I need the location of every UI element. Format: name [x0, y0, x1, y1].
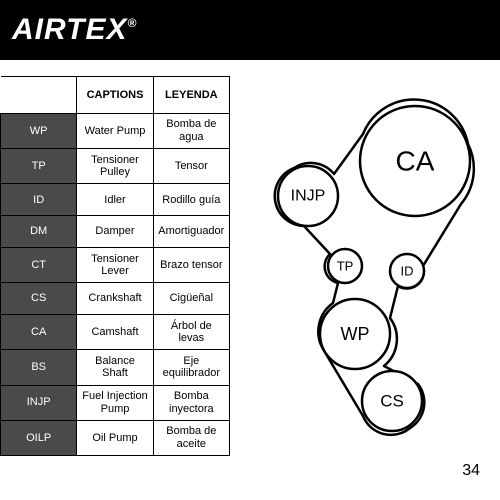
table-row: CTTensioner LeverBrazo tensor: [1, 248, 230, 283]
table-row: WPWater PumpBomba de agua: [1, 114, 230, 149]
code-cell: TP: [1, 149, 77, 184]
pulley-label-cs: CS: [380, 392, 404, 411]
table-row: DMDamperAmortiguador: [1, 216, 230, 248]
table-row: CSCrankshaftCigüeñal: [1, 283, 230, 315]
brand-name: AIRTEX: [12, 13, 127, 46]
pulley-label-ca: CA: [396, 146, 435, 177]
caption-es: Cigüeñal: [153, 283, 229, 315]
header-leyenda: LEYENDA: [153, 77, 229, 114]
caption-en: Water Pump: [77, 114, 153, 149]
caption-en: Damper: [77, 216, 153, 248]
code-cell: ID: [1, 184, 77, 216]
caption-es: Bomba de agua: [153, 114, 229, 149]
header-blank: [1, 77, 77, 114]
code-cell: CT: [1, 248, 77, 283]
table-row: BSBalance ShaftEje equilibrador: [1, 350, 230, 385]
caption-es: Árbol de levas: [153, 315, 229, 350]
caption-es: Eje equilibrador: [153, 350, 229, 385]
caption-es: Bomba de aceite: [153, 420, 229, 455]
caption-es: Amortiguador: [153, 216, 229, 248]
belt-diagram: CA INJP TP ID WP CS: [230, 76, 490, 456]
caption-en: Oil Pump: [77, 420, 153, 455]
pulley-label-injp: INJP: [291, 188, 326, 205]
table-row: IDIdlerRodillo guía: [1, 184, 230, 216]
brand-suffix: ®: [127, 16, 137, 30]
brand-header: AIRTEX®: [0, 0, 500, 60]
caption-es: Rodillo guía: [153, 184, 229, 216]
diagram-svg: CA INJP TP ID WP CS: [230, 76, 490, 456]
legend-table: CAPTIONS LEYENDA WPWater PumpBomba de ag…: [0, 76, 230, 456]
pulley-label-tp: TP: [337, 259, 354, 274]
pulley-label-wp: WP: [341, 324, 370, 344]
code-cell: DM: [1, 216, 77, 248]
table-row: TPTensioner PulleyTensor: [1, 149, 230, 184]
pulley-label-id: ID: [401, 264, 414, 279]
caption-en: Crankshaft: [77, 283, 153, 315]
caption-es: Brazo tensor: [153, 248, 229, 283]
caption-es: Bomba inyectora: [153, 385, 229, 420]
table-row: CACamshaftÁrbol de levas: [1, 315, 230, 350]
page-number: 34: [462, 462, 480, 480]
caption-en: Tensioner Pulley: [77, 149, 153, 184]
code-cell: CS: [1, 283, 77, 315]
table-header-row: CAPTIONS LEYENDA: [1, 77, 230, 114]
code-cell: WP: [1, 114, 77, 149]
header-captions: CAPTIONS: [77, 77, 153, 114]
code-cell: OILP: [1, 420, 77, 455]
table-row: OILPOil PumpBomba de aceite: [1, 420, 230, 455]
caption-en: Idler: [77, 184, 153, 216]
code-cell: CA: [1, 315, 77, 350]
brand-logo: AIRTEX®: [12, 13, 137, 47]
table-row: INJPFuel Injection PumpBomba inyectora: [1, 385, 230, 420]
code-cell: INJP: [1, 385, 77, 420]
caption-en: Fuel Injection Pump: [77, 385, 153, 420]
caption-es: Tensor: [153, 149, 229, 184]
caption-en: Camshaft: [77, 315, 153, 350]
code-cell: BS: [1, 350, 77, 385]
caption-en: Tensioner Lever: [77, 248, 153, 283]
caption-en: Balance Shaft: [77, 350, 153, 385]
content-area: CAPTIONS LEYENDA WPWater PumpBomba de ag…: [0, 60, 500, 456]
